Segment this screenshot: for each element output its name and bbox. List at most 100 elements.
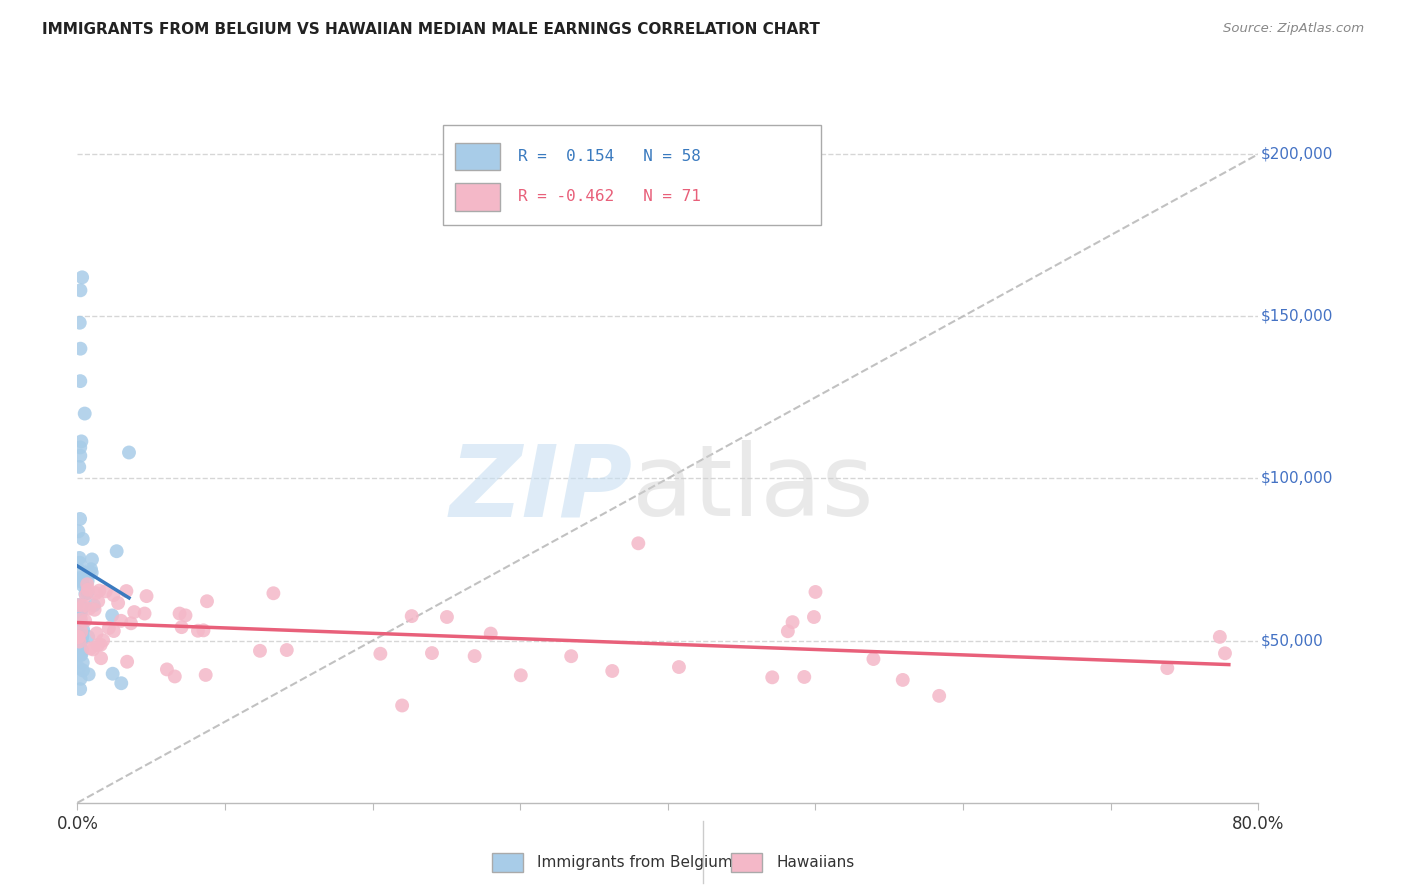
Point	[69, 682, 91, 697]
Point	[862, 652, 884, 666]
Point	[120, 616, 142, 631]
Point	[69, 607, 91, 621]
Point	[69, 571, 91, 585]
Point	[69, 449, 91, 463]
Text: IMMIGRANTS FROM BELGIUM VS HAWAIIAN MEDIAN MALE EARNINGS CORRELATION CHART: IMMIGRANTS FROM BELGIUM VS HAWAIIAN MEDI…	[42, 22, 820, 37]
Text: R =  0.154   N = 58: R = 0.154 N = 58	[517, 149, 700, 164]
Point	[70, 601, 93, 615]
FancyBboxPatch shape	[456, 143, 501, 169]
Point	[80, 566, 103, 580]
Point	[420, 646, 443, 660]
Point	[156, 662, 179, 676]
Point	[82, 642, 104, 657]
Point	[97, 621, 120, 635]
Point	[69, 342, 91, 356]
Point	[107, 596, 129, 610]
Point	[793, 670, 815, 684]
Point	[66, 603, 89, 617]
Point	[928, 689, 950, 703]
Point	[436, 610, 458, 624]
Text: R = -0.462   N = 71: R = -0.462 N = 71	[517, 189, 700, 204]
Point	[115, 584, 138, 599]
Point	[67, 459, 90, 474]
Point	[391, 698, 413, 713]
Point	[76, 574, 98, 588]
Point	[110, 676, 132, 690]
Point	[77, 667, 100, 681]
Point	[1156, 661, 1178, 675]
Point	[67, 630, 90, 644]
Point	[509, 668, 531, 682]
Point	[75, 588, 97, 602]
Point	[69, 441, 91, 455]
Point	[169, 607, 191, 621]
Point	[70, 632, 93, 646]
Point	[70, 643, 93, 657]
Point	[67, 627, 90, 641]
Point	[90, 638, 112, 652]
Point	[69, 648, 91, 662]
Point	[70, 647, 93, 661]
Point	[72, 629, 94, 643]
Text: $200,000: $200,000	[1261, 146, 1333, 161]
Text: atlas: atlas	[633, 441, 875, 537]
Point	[70, 434, 93, 449]
Point	[249, 644, 271, 658]
Point	[84, 586, 107, 600]
Point	[91, 633, 114, 648]
Point	[67, 647, 90, 661]
Point	[67, 550, 90, 565]
Text: Hawaiians: Hawaiians	[776, 855, 855, 870]
Point	[67, 630, 90, 644]
Point	[77, 565, 100, 579]
Point	[73, 407, 96, 421]
Point	[69, 316, 91, 330]
Point	[72, 656, 94, 670]
Point	[122, 605, 145, 619]
Point	[80, 562, 103, 576]
Point	[70, 624, 93, 639]
FancyBboxPatch shape	[443, 125, 821, 225]
Point	[67, 563, 90, 577]
Point	[66, 630, 89, 644]
Point	[782, 615, 804, 629]
Point	[76, 577, 98, 591]
Point	[195, 594, 218, 608]
Point	[103, 588, 125, 602]
Point	[761, 670, 783, 684]
Point	[67, 634, 90, 648]
Point	[76, 586, 98, 600]
Point	[72, 578, 94, 592]
Point	[83, 599, 105, 613]
Point	[69, 512, 91, 526]
Point	[77, 582, 100, 597]
Point	[70, 270, 93, 285]
Point	[87, 638, 110, 652]
Point	[110, 614, 132, 628]
Point	[1209, 630, 1232, 644]
Point	[90, 651, 112, 665]
Point	[70, 635, 93, 649]
Point	[170, 620, 193, 634]
Point	[67, 605, 90, 619]
Point	[75, 587, 97, 601]
Point	[77, 630, 100, 644]
Point	[70, 574, 93, 589]
Point	[67, 661, 90, 675]
Point	[891, 673, 914, 687]
Point	[103, 624, 125, 638]
Point	[72, 532, 94, 546]
Point	[401, 609, 423, 624]
Point	[668, 660, 690, 674]
Point	[118, 445, 141, 459]
Point	[80, 552, 103, 566]
Point	[804, 585, 827, 599]
Point	[69, 283, 91, 297]
Text: Source: ZipAtlas.com: Source: ZipAtlas.com	[1223, 22, 1364, 36]
Point	[69, 599, 91, 613]
Point	[94, 584, 117, 599]
Text: $150,000: $150,000	[1261, 309, 1333, 324]
Point	[479, 626, 502, 640]
Point	[80, 641, 103, 656]
FancyBboxPatch shape	[731, 853, 762, 872]
